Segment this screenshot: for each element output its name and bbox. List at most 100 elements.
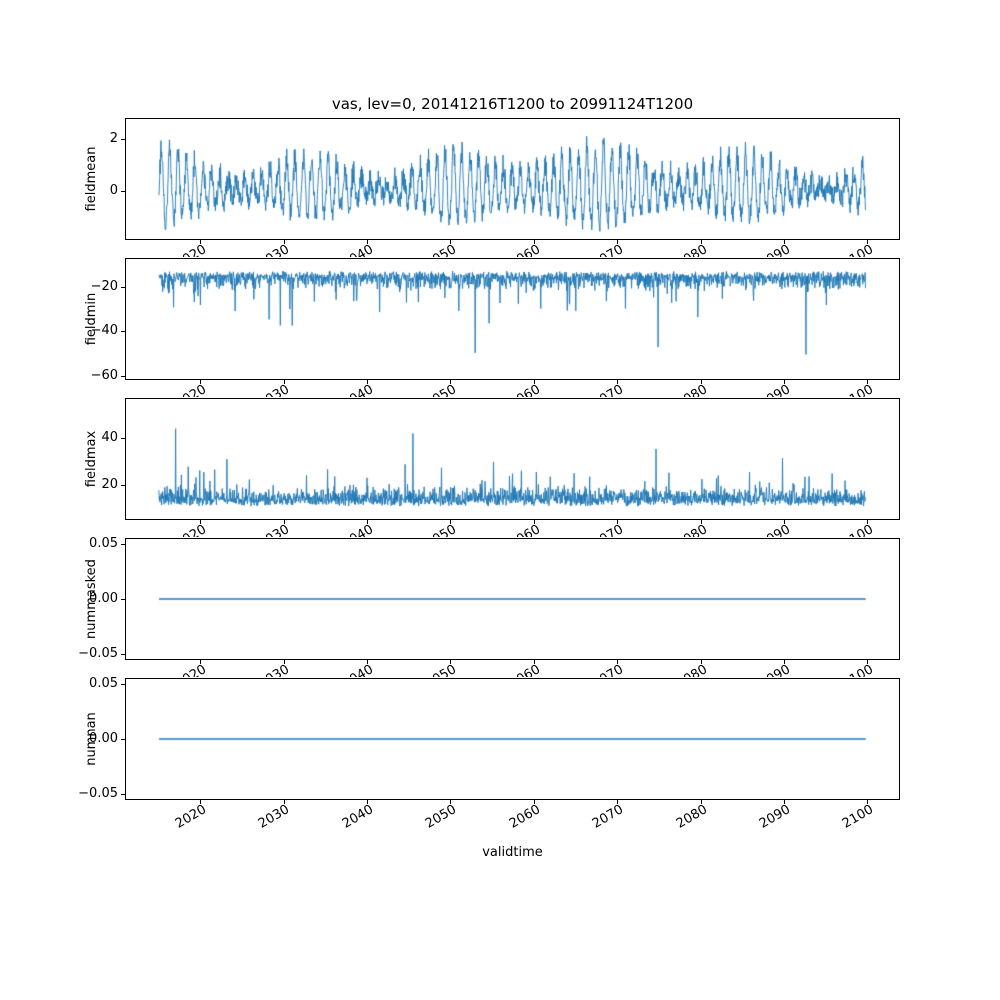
x-tick-mark <box>617 520 619 524</box>
y-tick-label: 20 <box>101 476 118 492</box>
y-tick-label: −60 <box>90 367 118 383</box>
x-tick-label: 2080 <box>673 523 709 537</box>
x-tick-mark <box>450 800 452 804</box>
axes-numnan <box>125 678 900 800</box>
axes-fieldmax <box>125 398 900 520</box>
x-tick-mark <box>366 520 368 524</box>
x-tick-label: 2070 <box>590 523 626 537</box>
y-tick-mark <box>121 543 125 545</box>
x-tick-mark <box>784 380 786 384</box>
x-tick-mark <box>533 660 535 664</box>
x-tick-mark <box>450 660 452 664</box>
x-tick-label: 2030 <box>256 803 293 832</box>
x-tick-strip: 2020 2030 2040 2050 2060 2070 2080 2090 2100 <box>0 803 1000 843</box>
y-tick-label: −0.05 <box>78 646 118 662</box>
y-tick-mark <box>121 190 125 192</box>
y-tick-label: 0.05 <box>89 675 118 691</box>
x-tick-label: 2100 <box>840 523 876 537</box>
numnan-plot-canvas <box>126 679 899 799</box>
x-tick-mark <box>283 380 285 384</box>
x-tick-label: 2050 <box>423 243 459 257</box>
x-tick-mark <box>200 520 202 524</box>
x-tick-mark <box>533 800 535 804</box>
x-tick-mark <box>283 800 285 804</box>
axes-fieldmean <box>125 118 900 240</box>
x-tick-label: 2080 <box>673 663 709 677</box>
x-tick-label: 2070 <box>590 383 626 397</box>
x-tick-mark <box>366 660 368 664</box>
x-tick-label: 2020 <box>172 803 210 832</box>
x-tick-label: 2100 <box>840 663 876 677</box>
x-tick-mark <box>867 800 869 804</box>
y-tick-label: −40 <box>90 323 118 339</box>
x-tick-mark <box>200 240 202 244</box>
x-tick-label: 2100 <box>840 243 876 257</box>
x-tick-label: 2040 <box>340 663 376 677</box>
x-tick-mark <box>366 380 368 384</box>
x-tick-label: 2050 <box>423 523 459 537</box>
axes-nummasked <box>125 538 900 660</box>
y-tick-mark <box>121 286 125 288</box>
y-tick-mark <box>121 794 125 796</box>
y-tick-mark <box>121 138 125 140</box>
x-tick-label: 2020 <box>173 383 209 397</box>
x-tick-label: 2090 <box>756 803 794 832</box>
x-tick-mark <box>700 660 702 664</box>
y-tick-label: 0.00 <box>89 731 118 746</box>
x-tick-mark <box>283 520 285 524</box>
y-tick-mark <box>121 739 125 740</box>
x-tick-mark <box>366 800 368 804</box>
x-tick-mark <box>533 380 535 384</box>
x-tick-label: 2060 <box>507 523 543 537</box>
ylabel-fieldmax: fieldmax <box>84 430 99 488</box>
x-tick-label: 2030 <box>256 523 292 537</box>
x-tick-strip: 2020 2030 2040 2050 2060 2070 2080 2090 2100 <box>0 663 1000 677</box>
x-tick-label: 2020 <box>173 663 209 677</box>
y-tick-mark <box>121 599 125 600</box>
y-tick-label: 0 <box>109 182 118 198</box>
x-tick-mark <box>200 660 202 664</box>
x-tick-label: 2080 <box>673 243 709 257</box>
x-tick-mark <box>700 520 702 524</box>
x-tick-mark <box>283 660 285 664</box>
x-tick-label: 2080 <box>673 803 710 832</box>
x-tick-mark <box>617 240 619 244</box>
x-tick-mark <box>700 240 702 244</box>
x-tick-mark <box>283 240 285 244</box>
fieldmin-plot-canvas <box>126 259 899 379</box>
x-tick-mark <box>533 520 535 524</box>
x-tick-mark <box>450 380 452 384</box>
y-tick-mark <box>121 375 125 377</box>
y-tick-label: 0.00 <box>89 591 118 606</box>
x-tick-label: 2040 <box>339 803 376 832</box>
ylabel-fieldmean: fieldmean <box>84 146 99 212</box>
x-tick-label: 2030 <box>256 663 292 677</box>
x-tick-label: 2030 <box>256 243 292 257</box>
x-tick-strip: 2020 2030 2040 2050 2060 2070 2080 2090 2100 <box>0 243 1000 257</box>
x-tick-label: 2090 <box>757 663 793 677</box>
x-tick-label: 2050 <box>423 663 459 677</box>
x-tick-label: 2060 <box>507 383 543 397</box>
x-tick-label: 2090 <box>757 243 793 257</box>
x-tick-label: 2070 <box>590 803 627 832</box>
y-tick-mark <box>121 484 125 486</box>
axes-fieldmin <box>125 258 900 380</box>
figure-title: vas, lev=0, 20141216T1200 to 20991124T12… <box>331 95 694 113</box>
x-tick-strip: 2020 2030 2040 2050 2060 2070 2080 2090 2100 <box>0 523 1000 537</box>
x-tick-mark <box>533 240 535 244</box>
x-tick-label: 2020 <box>173 523 209 537</box>
y-tick-label: 40 <box>101 429 118 445</box>
x-tick-label: 2060 <box>507 243 543 257</box>
x-tick-mark <box>617 660 619 664</box>
x-tick-mark <box>784 660 786 664</box>
x-tick-mark <box>450 520 452 524</box>
x-tick-label: 2090 <box>757 383 793 397</box>
x-tick-mark <box>700 380 702 384</box>
x-tick-mark <box>867 660 869 664</box>
x-tick-mark <box>617 800 619 804</box>
x-tick-mark <box>200 380 202 384</box>
y-tick-label: −0.05 <box>78 786 118 802</box>
x-tick-label: 2060 <box>507 663 543 677</box>
x-tick-label: 2030 <box>256 383 292 397</box>
y-tick-label: 2 <box>109 130 118 146</box>
